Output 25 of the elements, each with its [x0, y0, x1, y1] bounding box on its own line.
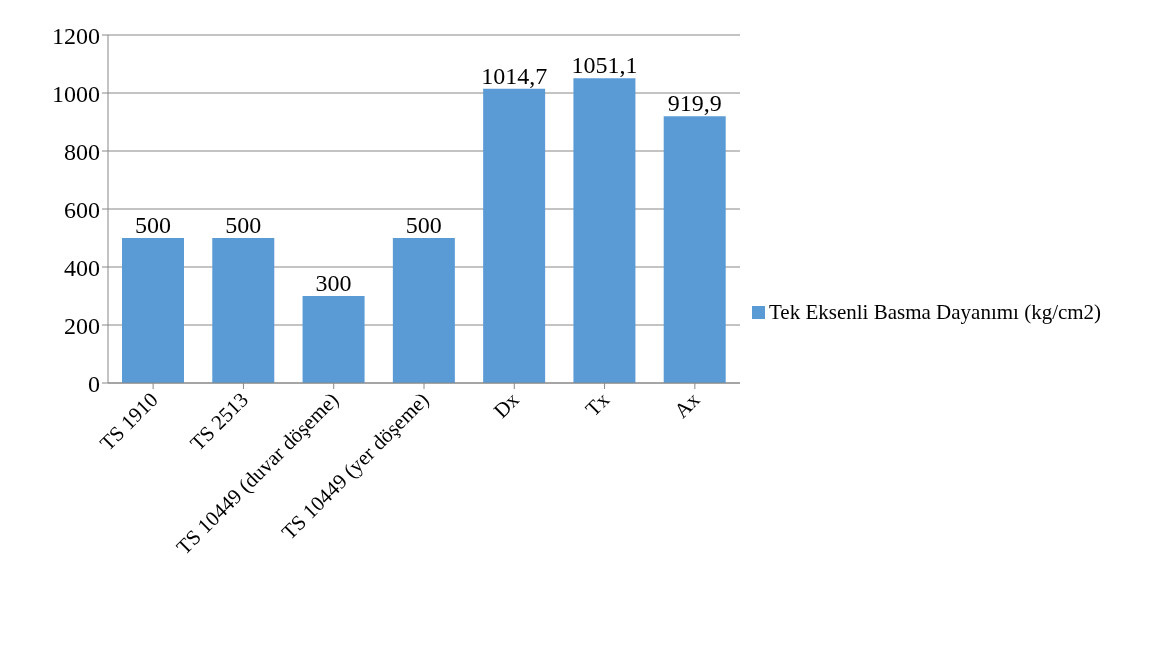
data-label: 1051,1: [571, 52, 638, 79]
x-tick-label: Ax: [669, 387, 705, 423]
legend-label: Tek Eksenli Basma Dayanımı (kg/cm2): [769, 300, 1103, 325]
data-label: 1014,7: [481, 62, 548, 89]
y-tick-label: 1200: [52, 22, 100, 49]
bar: [122, 238, 184, 383]
x-tick-label: Dx: [488, 387, 525, 423]
y-tick-label: 600: [64, 196, 100, 223]
bar: [212, 238, 275, 383]
bar: [392, 238, 455, 383]
y-tick-label: 800: [64, 138, 100, 165]
y-tick-label: 200: [64, 312, 100, 339]
bar: [302, 296, 365, 383]
y-tick-label: 1000: [52, 80, 100, 107]
data-label: 500: [135, 212, 171, 238]
data-label: 500: [225, 212, 262, 238]
data-label: 300: [315, 270, 352, 296]
x-tick-label: Tx: [580, 387, 615, 422]
y-tick-label: 400: [64, 254, 100, 281]
bar: [573, 78, 636, 383]
data-label: 919,9: [667, 90, 722, 117]
y-tick-label: 0: [88, 370, 100, 397]
bar: [483, 88, 546, 383]
data-label: 500: [405, 212, 442, 238]
bar: [663, 116, 726, 383]
